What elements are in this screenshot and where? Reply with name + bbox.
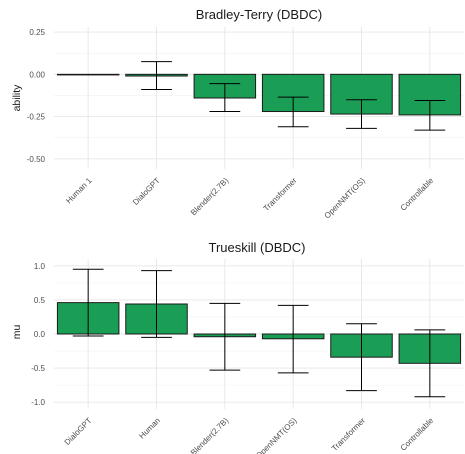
x-tick-labels: Human 1 DialoGPT Blender(2.7B) Transformer O… bbox=[64, 176, 435, 221]
y-tick-label: -0.50 bbox=[27, 155, 46, 164]
error-bar bbox=[414, 329, 446, 398]
y-tick-label: -0.25 bbox=[27, 113, 46, 122]
x-tick-label: Blender(2.7B) bbox=[189, 176, 231, 218]
chart-title: Bradley-Terry (DBDC) bbox=[196, 7, 322, 22]
x-tick-label: DialoGPT bbox=[131, 176, 162, 207]
error-bar bbox=[141, 270, 172, 338]
y-tick-label: 1.0 bbox=[34, 262, 46, 271]
x-tick-labels: DialoGPT Human Blender(2.7B) OpenNMT(OS) Tra… bbox=[63, 416, 436, 454]
x-tick-label: Controllable bbox=[399, 416, 436, 453]
chart-title: Trueskill (DBDC) bbox=[208, 240, 305, 255]
trueskill-panel: Trueskill (DBDC) mu 1.0 0.5 0.0 -0.5 -1.0 Di… bbox=[11, 240, 464, 454]
y-tick-label: -1.0 bbox=[31, 398, 45, 407]
x-tick-label: Controllable bbox=[399, 176, 436, 213]
y-tick-label: 0.25 bbox=[29, 28, 45, 37]
error-bar bbox=[209, 302, 241, 371]
x-tick-label: Human 1 bbox=[64, 176, 94, 206]
error-bar bbox=[414, 100, 446, 131]
x-tick-label: DialoGPT bbox=[63, 416, 94, 447]
x-tick-label: Blender(2.7B) bbox=[189, 416, 231, 454]
y-tick-label: 0.5 bbox=[34, 296, 46, 305]
y-axis-label: mu bbox=[11, 325, 23, 340]
error-bars bbox=[141, 61, 446, 131]
y-tick-label: -0.5 bbox=[31, 364, 45, 373]
error-bar bbox=[72, 268, 104, 337]
x-tick-label: Transformer bbox=[262, 176, 299, 213]
bar bbox=[56, 73, 120, 76]
x-tick-label: OpenNMT(OS) bbox=[254, 416, 299, 454]
error-bar bbox=[346, 323, 377, 392]
bars bbox=[56, 302, 462, 364]
bradley-terry-panel: Bradley-Terry (DBDC) ability 0.25 0.00 -0.… bbox=[11, 7, 464, 220]
x-tick-label: Human bbox=[137, 416, 162, 441]
y-tick-label: 0.00 bbox=[29, 70, 45, 79]
y-tick-label: 0.0 bbox=[34, 330, 46, 339]
error-bars bbox=[72, 268, 446, 398]
error-bar bbox=[209, 83, 241, 113]
y-tick-labels: 0.25 0.00 -0.25 -0.50 bbox=[27, 28, 46, 164]
y-axis-label: ability bbox=[11, 84, 23, 112]
error-bar bbox=[141, 61, 172, 91]
error-bar bbox=[277, 304, 309, 374]
error-bar bbox=[277, 96, 309, 128]
x-tick-label: Transformer bbox=[330, 416, 367, 453]
error-bar bbox=[346, 99, 377, 129]
x-tick-label: OpenNMT(OS) bbox=[323, 176, 368, 221]
bars bbox=[56, 73, 462, 116]
y-tick-labels: 1.0 0.5 0.0 -0.5 -1.0 bbox=[31, 262, 45, 407]
